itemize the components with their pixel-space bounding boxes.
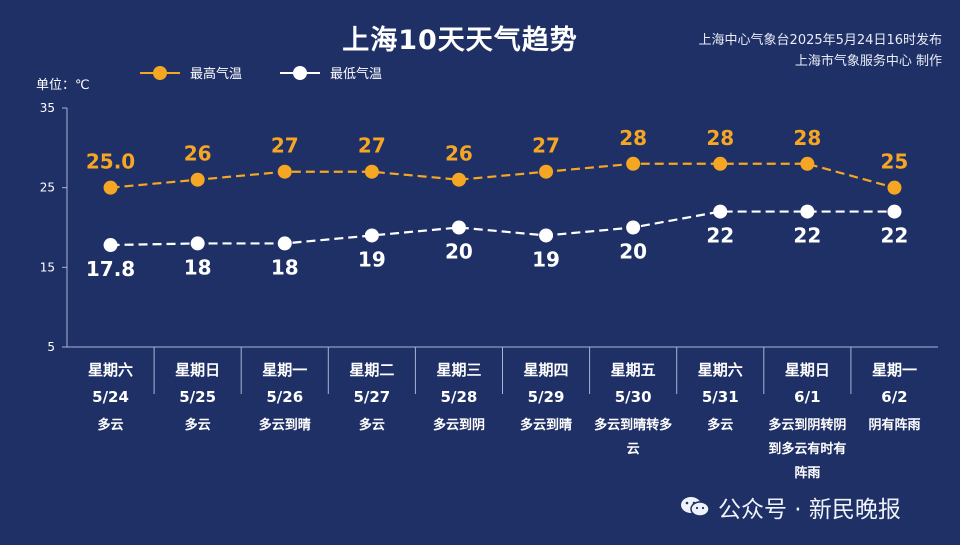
data-label-high: 27 bbox=[271, 134, 299, 158]
x-label-weekday: 星期五 bbox=[611, 361, 656, 379]
data-label-low: 20 bbox=[445, 240, 473, 264]
data-point-high bbox=[103, 180, 118, 195]
x-label-weather: 多云到晴 bbox=[520, 417, 572, 433]
data-label-high: 28 bbox=[619, 126, 647, 150]
x-label-weekday: 星期二 bbox=[349, 361, 394, 379]
x-label-date: 5/24 bbox=[92, 388, 129, 406]
data-label-low: 22 bbox=[793, 224, 821, 248]
legend-swatch-low bbox=[280, 65, 321, 80]
data-point-high bbox=[800, 156, 815, 171]
data-label-high: 25.0 bbox=[86, 150, 135, 174]
legend-item-high: 最高气温 bbox=[140, 63, 242, 82]
x-label-date: 5/31 bbox=[702, 388, 739, 406]
x-label-weather: 多云到阴 bbox=[433, 417, 485, 433]
x-label-weather: 云 bbox=[627, 442, 640, 457]
data-label-high: 28 bbox=[706, 126, 734, 150]
unit-label: 单位：℃ bbox=[36, 78, 90, 93]
x-label-date: 5/28 bbox=[441, 388, 478, 406]
data-point-low bbox=[451, 220, 466, 235]
chart-title: 上海10天天气趋势 bbox=[342, 25, 578, 56]
data-point-low bbox=[887, 204, 902, 219]
data-label-high: 26 bbox=[184, 142, 212, 166]
data-label-low: 18 bbox=[184, 255, 212, 279]
legend-item-low: 最低气温 bbox=[280, 63, 382, 82]
x-label-weather: 多云到阴转阴 bbox=[768, 417, 846, 433]
x-label-weather: 到多云有时有 bbox=[768, 441, 846, 457]
data-point-low bbox=[103, 238, 118, 253]
data-point-high bbox=[713, 156, 728, 171]
data-label-high: 27 bbox=[532, 134, 560, 158]
publisher-info: 上海中心气象台2025年5月24日16时发布 上海市气象服务中心 制作 bbox=[699, 30, 942, 72]
x-label-weekday: 星期一 bbox=[262, 361, 307, 379]
x-label-weekday: 星期四 bbox=[524, 361, 569, 379]
wechat-icon bbox=[680, 496, 710, 518]
x-label-weekday: 星期六 bbox=[698, 361, 743, 379]
series-line-high bbox=[110, 162, 895, 189]
y-tick-label: 35 bbox=[40, 101, 55, 115]
data-label-low: 19 bbox=[358, 247, 386, 271]
data-point-high bbox=[539, 164, 554, 179]
publisher-line-2: 上海市气象服务中心 制作 bbox=[794, 54, 942, 69]
x-label-date: 5/29 bbox=[528, 388, 565, 406]
y-tick-label: 25 bbox=[40, 181, 55, 195]
data-label-high: 28 bbox=[793, 126, 821, 150]
x-label-weekday: 星期日 bbox=[785, 361, 830, 379]
x-label-weather: 多云 bbox=[359, 417, 385, 433]
legend-label-high: 最高气温 bbox=[190, 67, 243, 82]
data-point-low bbox=[800, 204, 815, 219]
x-label-date: 6/1 bbox=[794, 388, 820, 406]
data-label-low: 19 bbox=[532, 247, 560, 271]
data-point-low bbox=[626, 220, 641, 235]
watermark: 公众号 · 新民晚报 bbox=[680, 490, 901, 524]
data-point-low bbox=[190, 236, 205, 251]
data-point-high bbox=[451, 172, 466, 187]
x-label-date: 5/26 bbox=[266, 388, 303, 406]
x-label-weekday: 星期三 bbox=[436, 361, 481, 379]
data-label-low: 20 bbox=[619, 240, 647, 264]
x-label-date: 6/2 bbox=[881, 388, 907, 406]
data-label-low: 18 bbox=[271, 255, 299, 279]
x-label-weekday: 星期日 bbox=[175, 361, 220, 379]
x-label-date: 5/30 bbox=[615, 388, 652, 406]
data-label-low: 22 bbox=[881, 224, 909, 248]
data-label-high: 26 bbox=[445, 142, 473, 166]
legend: 最高气温 最低气温 bbox=[140, 63, 420, 82]
data-point-high bbox=[626, 156, 641, 171]
x-label-weather: 多云 bbox=[98, 417, 124, 433]
x-label-weather: 多云 bbox=[185, 417, 211, 433]
data-label-low: 17.8 bbox=[86, 257, 135, 281]
x-label-weather: 多云到晴转多 bbox=[594, 417, 672, 433]
data-point-high bbox=[364, 164, 379, 179]
publisher-line-1: 上海中心气象台2025年5月24日16时发布 bbox=[698, 33, 942, 48]
x-label-weekday: 星期一 bbox=[872, 361, 917, 379]
legend-swatch-high bbox=[140, 65, 180, 80]
series-line-low bbox=[110, 210, 895, 247]
data-point-high bbox=[277, 164, 292, 179]
y-tick-label: 5 bbox=[47, 340, 55, 354]
data-label-high: 25 bbox=[881, 150, 909, 174]
data-label-low: 22 bbox=[706, 224, 734, 248]
x-label-weather: 阵雨 bbox=[794, 465, 820, 481]
y-tick-label: 15 bbox=[40, 260, 55, 274]
data-point-low bbox=[539, 228, 554, 243]
x-label-weather: 多云到晴 bbox=[259, 417, 311, 433]
data-point-low bbox=[364, 228, 379, 243]
data-point-low bbox=[277, 236, 292, 251]
x-label-weather: 多云 bbox=[707, 417, 733, 433]
x-label-date: 5/25 bbox=[179, 388, 216, 406]
data-point-high bbox=[887, 180, 902, 195]
data-point-low bbox=[713, 204, 728, 219]
x-label-weekday: 星期六 bbox=[88, 361, 133, 379]
data-label-high: 27 bbox=[358, 134, 386, 158]
legend-label-low: 最低气温 bbox=[330, 67, 383, 82]
x-label-date: 5/27 bbox=[353, 388, 390, 406]
x-label-weather: 阴有阵雨 bbox=[868, 417, 920, 433]
data-point-high bbox=[190, 172, 205, 187]
watermark-text: 公众号 · 新民晚报 bbox=[718, 497, 901, 523]
